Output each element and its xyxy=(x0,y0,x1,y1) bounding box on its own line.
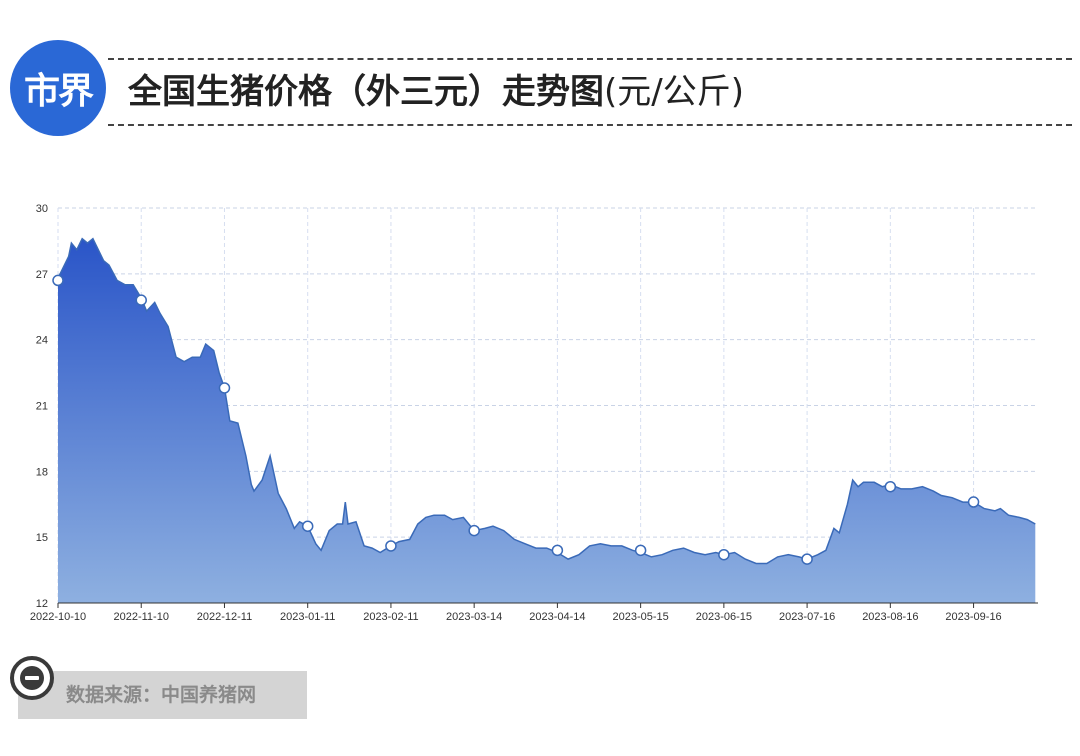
y-axis-labels: 12 15 18 21 24 27 30 xyxy=(36,203,48,610)
y-tick-label: 21 xyxy=(36,401,48,413)
data-point-marker xyxy=(135,294,147,306)
x-tick-label: 2023-09-16 xyxy=(945,611,1001,623)
x-tick-label: 2023-03-14 xyxy=(446,611,502,623)
chart-title: 全国生猪价格（外三元）走势图(元/公斤) xyxy=(128,68,744,116)
data-point-marker xyxy=(967,496,980,508)
source-label: 数据来源：中国养猪网 xyxy=(66,684,257,706)
data-point-marker xyxy=(551,544,564,557)
y-tick-label: 12 xyxy=(36,598,48,610)
chart-axes xyxy=(57,602,1038,608)
chart-grid xyxy=(57,207,1038,603)
y-tick-label: 30 xyxy=(36,203,48,215)
data-point-marker xyxy=(718,548,730,561)
data-point-marker xyxy=(301,520,314,532)
data-point-marker xyxy=(218,382,231,394)
x-tick-label: 2022-11-10 xyxy=(114,611,169,623)
x-tick-label: 2023-06-15 xyxy=(696,611,752,623)
x-tick-label: 2023-04-14 xyxy=(529,611,585,623)
chart-markers xyxy=(52,274,980,565)
price-area xyxy=(58,238,1036,603)
source-panel xyxy=(18,671,307,719)
brand-logo: 市界 xyxy=(10,40,106,136)
data-point-marker xyxy=(385,540,397,552)
logo-text: 市界 xyxy=(23,71,94,112)
x-tick-label: 2023-08-16 xyxy=(862,611,918,623)
y-tick-label: 15 xyxy=(36,532,48,544)
x-tick-label: 2022-12-11 xyxy=(197,611,252,623)
data-point-marker xyxy=(468,524,480,537)
x-tick-label: 2023-02-11 xyxy=(363,611,418,623)
x-tick-label: 2023-07-16 xyxy=(779,611,835,623)
x-tick-label: 2022-10-10 xyxy=(30,611,86,623)
data-point-marker xyxy=(801,553,813,565)
data-point-marker xyxy=(884,480,897,493)
chart-title-unit: (元/公斤) xyxy=(604,72,744,112)
x-tick-label: 2023-01-11 xyxy=(280,611,335,623)
x-tick-label: 2023-05-15 xyxy=(612,611,668,623)
data-point-marker xyxy=(634,544,647,557)
data-point-marker xyxy=(52,274,64,287)
header-divider-bottom xyxy=(108,124,1072,126)
header-divider-top xyxy=(108,58,1072,60)
chart-title-main: 全国生猪价格（外三元）走势图 xyxy=(128,72,604,112)
y-tick-label: 27 xyxy=(36,269,48,281)
x-axis-labels: 2022-10-10 2022-11-10 2022-12-11 2023-01-11… xyxy=(30,611,1002,623)
y-tick-label: 24 xyxy=(36,335,48,347)
y-tick-label: 18 xyxy=(36,466,48,478)
minus-circle-icon xyxy=(10,656,54,700)
